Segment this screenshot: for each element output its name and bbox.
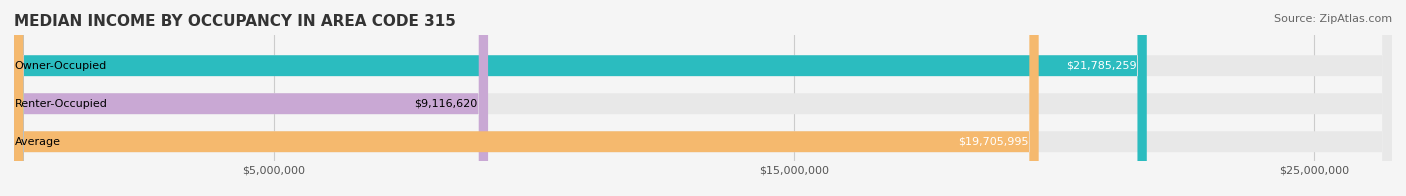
FancyBboxPatch shape bbox=[14, 0, 1039, 196]
Text: Renter-Occupied: Renter-Occupied bbox=[14, 99, 107, 109]
Text: $9,116,620: $9,116,620 bbox=[415, 99, 478, 109]
FancyBboxPatch shape bbox=[14, 0, 1392, 196]
Text: MEDIAN INCOME BY OCCUPANCY IN AREA CODE 315: MEDIAN INCOME BY OCCUPANCY IN AREA CODE … bbox=[14, 14, 456, 29]
FancyBboxPatch shape bbox=[14, 0, 1392, 196]
Text: $21,785,259: $21,785,259 bbox=[1066, 61, 1136, 71]
FancyBboxPatch shape bbox=[14, 0, 1147, 196]
FancyBboxPatch shape bbox=[14, 0, 1392, 196]
FancyBboxPatch shape bbox=[14, 0, 488, 196]
Text: Average: Average bbox=[14, 137, 60, 147]
Text: $19,705,995: $19,705,995 bbox=[957, 137, 1028, 147]
Text: Owner-Occupied: Owner-Occupied bbox=[14, 61, 107, 71]
Text: Source: ZipAtlas.com: Source: ZipAtlas.com bbox=[1274, 14, 1392, 24]
